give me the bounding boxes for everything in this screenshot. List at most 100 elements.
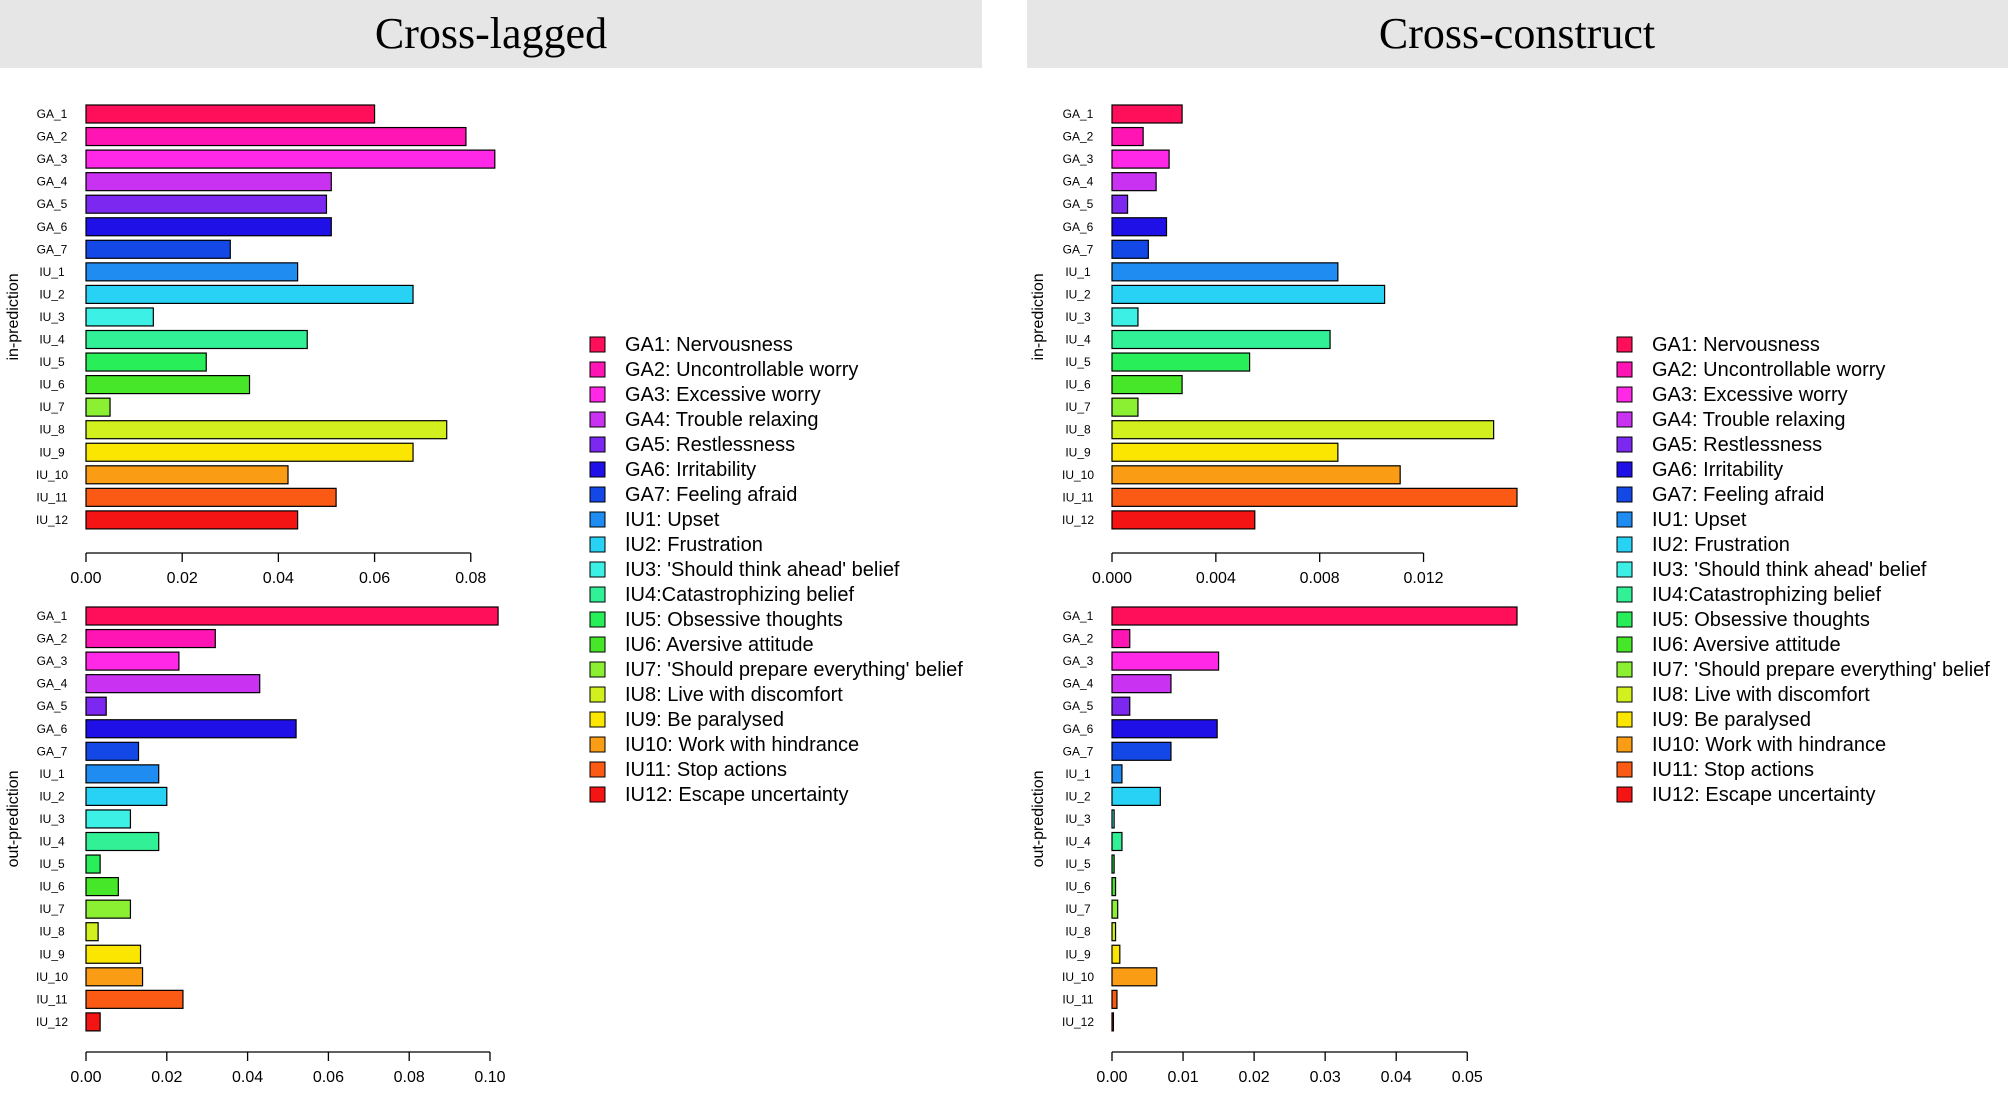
- legend-entry: IU9: Be paralysed: [625, 709, 784, 731]
- legend-swatch: [589, 611, 606, 628]
- x-tick-label: 0.02: [167, 570, 198, 587]
- bar-iu_5: [1111, 352, 1251, 372]
- x-tick-label: 0.004: [1196, 570, 1236, 587]
- category-label: IU_11: [1062, 992, 1093, 1006]
- bar-iu_1: [1111, 764, 1123, 784]
- bar-ga_3: [1111, 651, 1220, 671]
- bar-iu_5: [85, 854, 101, 874]
- bar-ga_7: [1111, 741, 1172, 761]
- y-axis-label: in-prediction: [1030, 273, 1047, 360]
- bar-iu_6: [85, 375, 251, 395]
- category-label: IU_2: [1065, 789, 1091, 803]
- x-tick-label: 0.04: [232, 1069, 263, 1086]
- category-label: IU_5: [39, 355, 65, 369]
- bar-iu_11: [85, 989, 184, 1009]
- legend-swatch: [589, 386, 606, 403]
- legend-swatch: [1616, 786, 1633, 803]
- legend-swatch: [589, 736, 606, 753]
- x-tick-label: 0.05: [1452, 1069, 1483, 1086]
- category-label: GA_6: [1063, 220, 1094, 234]
- bar-iu_12: [85, 1012, 101, 1032]
- bar-iu_3: [1111, 809, 1115, 829]
- legend-swatch: [589, 561, 606, 578]
- legend-entry: IU7: 'Should prepare everything' belief: [625, 659, 963, 681]
- category-label: GA_5: [37, 197, 68, 211]
- bar-iu_2: [1111, 786, 1161, 807]
- category-label: IU_3: [39, 310, 65, 324]
- legend-entry: IU11: Stop actions: [625, 759, 787, 781]
- bar-ga_4: [85, 674, 261, 694]
- bar-iu_10: [1111, 967, 1158, 987]
- bar-iu_3: [1111, 307, 1139, 327]
- legend-entry: IU9: Be paralysed: [1652, 709, 1811, 731]
- bar-iu_12: [1111, 510, 1256, 530]
- bar-iu_11: [1111, 487, 1518, 507]
- legend-swatch: [1616, 661, 1633, 678]
- category-label: IU_5: [1065, 857, 1091, 871]
- bar-ga_7: [85, 741, 140, 761]
- category-label: GA_1: [37, 609, 68, 623]
- category-label: GA_4: [1063, 677, 1094, 691]
- legend-entry: GA6: Irritability: [1652, 459, 1783, 481]
- legend-swatch: [1616, 611, 1633, 628]
- legend-entry: GA3: Excessive worry: [1652, 384, 1848, 406]
- category-label: IU_7: [39, 400, 65, 414]
- bar-ga_1: [1111, 606, 1518, 626]
- legend-swatch: [1616, 536, 1633, 553]
- legend-swatch: [589, 711, 606, 728]
- category-label: IU_3: [39, 812, 65, 826]
- legend-swatch: [1616, 461, 1633, 478]
- bar-iu_3: [85, 809, 132, 829]
- x-tick-label: 0.04: [263, 570, 294, 587]
- x-tick-label: 0.00: [1096, 1069, 1127, 1086]
- category-label: IU_10: [36, 468, 68, 482]
- bar-ga_2: [85, 126, 467, 147]
- cross-lagged-in-prediction-chart: GA_1 GA_2 GA_3 GA_4 GA_5 GA_6 GA_7 IU_1 IU_2 IU_3…: [5, 104, 496, 587]
- bar-iu_10: [85, 967, 144, 987]
- legend-swatch: [589, 686, 606, 703]
- bar-iu_6: [1111, 876, 1117, 897]
- bar-iu_5: [1111, 854, 1115, 874]
- legend-entry: IU7: 'Should prepare everything' belief: [1652, 659, 1990, 681]
- legend-entry: IU10: Work with hindrance: [1652, 734, 1886, 756]
- category-label: IU_9: [39, 947, 65, 961]
- bar-ga_5: [85, 194, 328, 214]
- legend-swatch: [589, 636, 606, 653]
- category-label: IU_8: [1065, 423, 1091, 437]
- category-label: IU_3: [1065, 812, 1091, 826]
- legend-swatch: [1616, 411, 1633, 428]
- category-label: GA_6: [37, 722, 68, 736]
- legend-swatch: [1616, 336, 1633, 353]
- legend-swatch: [1616, 636, 1633, 653]
- bar-iu_1: [85, 262, 299, 282]
- category-label: IU_9: [39, 445, 65, 459]
- legend-entry: IU1: Upset: [1652, 509, 1747, 531]
- bar-ga_1: [85, 606, 499, 626]
- category-label: IU_7: [39, 902, 65, 916]
- legend-swatch: [1616, 361, 1633, 378]
- category-label: GA_5: [37, 699, 68, 713]
- category-label: IU_1: [39, 767, 65, 781]
- legend-entry: IU4:Catastrophizing belief: [625, 584, 854, 606]
- legend-swatch: [589, 411, 606, 428]
- x-tick-label: 0.012: [1404, 570, 1444, 587]
- legend-entry: GA5: Restlessness: [625, 434, 795, 456]
- legend-swatch: [1616, 761, 1633, 778]
- category-label: IU_8: [39, 423, 65, 437]
- legend-swatch: [589, 661, 606, 678]
- legend-swatch: [589, 786, 606, 803]
- legend-entry: GA1: Nervousness: [625, 334, 793, 356]
- category-label: GA_7: [37, 242, 68, 256]
- cross-lagged-title: Cross-lagged: [375, 9, 607, 58]
- y-axis-label: in-prediction: [5, 273, 22, 360]
- category-label: GA_3: [37, 654, 68, 668]
- legend-swatch: [1616, 686, 1633, 703]
- category-label: IU_12: [36, 513, 68, 527]
- bar-iu_7: [85, 899, 132, 919]
- category-label: GA_2: [37, 632, 68, 646]
- category-label: GA_1: [37, 107, 68, 121]
- category-label: GA_6: [1063, 722, 1094, 736]
- category-label: IU_8: [1065, 925, 1091, 939]
- cross-lagged-header: [0, 0, 982, 68]
- bar-ga_4: [1111, 674, 1172, 694]
